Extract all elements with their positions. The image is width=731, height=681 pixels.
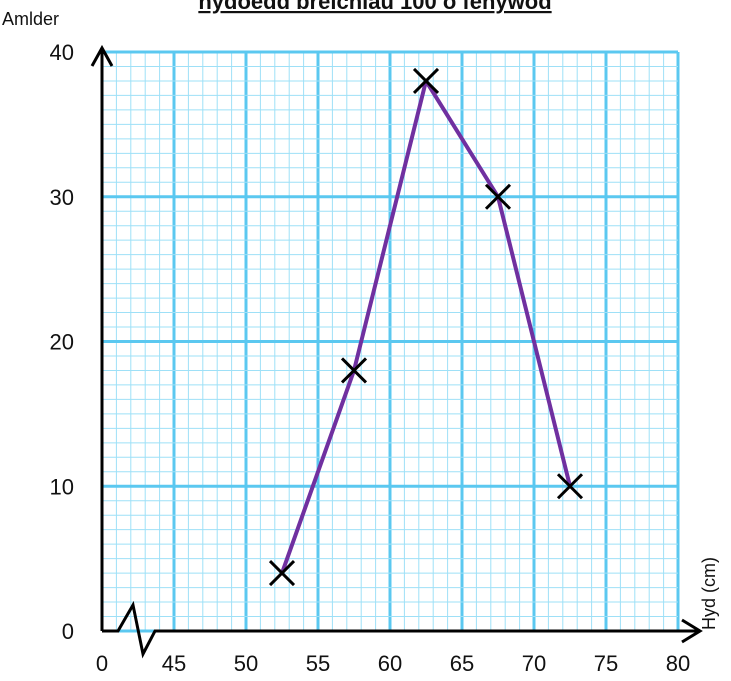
data-point-marker — [412, 67, 440, 95]
x-tick-label: 55 — [306, 651, 330, 676]
chart-grid — [100, 50, 680, 633]
data-point-marker — [268, 560, 296, 587]
data-point-marker — [340, 357, 368, 384]
chart-tick-labels: 0 45 50 55 60 65 70 75 80 0 10 20 30 40 — [50, 40, 691, 676]
y-tick-label: 0 — [62, 619, 74, 644]
x-axis-arrow — [681, 618, 703, 644]
y-tick-label: 30 — [50, 185, 74, 210]
x-tick-label: 0 — [96, 651, 108, 676]
data-point-marker — [556, 473, 584, 500]
x-tick-label: 80 — [666, 651, 690, 676]
x-tick-label: 50 — [234, 651, 258, 676]
chart-axes — [90, 44, 703, 659]
x-tick-label: 60 — [378, 651, 402, 676]
chart-title: hydoedd breichiau 100 o fenywod — [198, 0, 551, 14]
x-axis-label: Hyd (cm) — [699, 557, 719, 630]
y-tick-label: 10 — [50, 474, 74, 499]
y-axis-arrow — [90, 44, 114, 67]
x-tick-label: 65 — [450, 651, 474, 676]
x-axis-line-with-break — [102, 600, 698, 659]
y-tick-label: 20 — [50, 330, 74, 355]
chart-series — [268, 67, 584, 587]
x-tick-label: 45 — [162, 651, 186, 676]
data-point-marker — [484, 183, 512, 210]
x-tick-label: 70 — [522, 651, 546, 676]
y-tick-label: 40 — [50, 40, 74, 65]
y-axis-label: Amlder — [2, 9, 59, 29]
x-tick-label: 75 — [594, 651, 618, 676]
